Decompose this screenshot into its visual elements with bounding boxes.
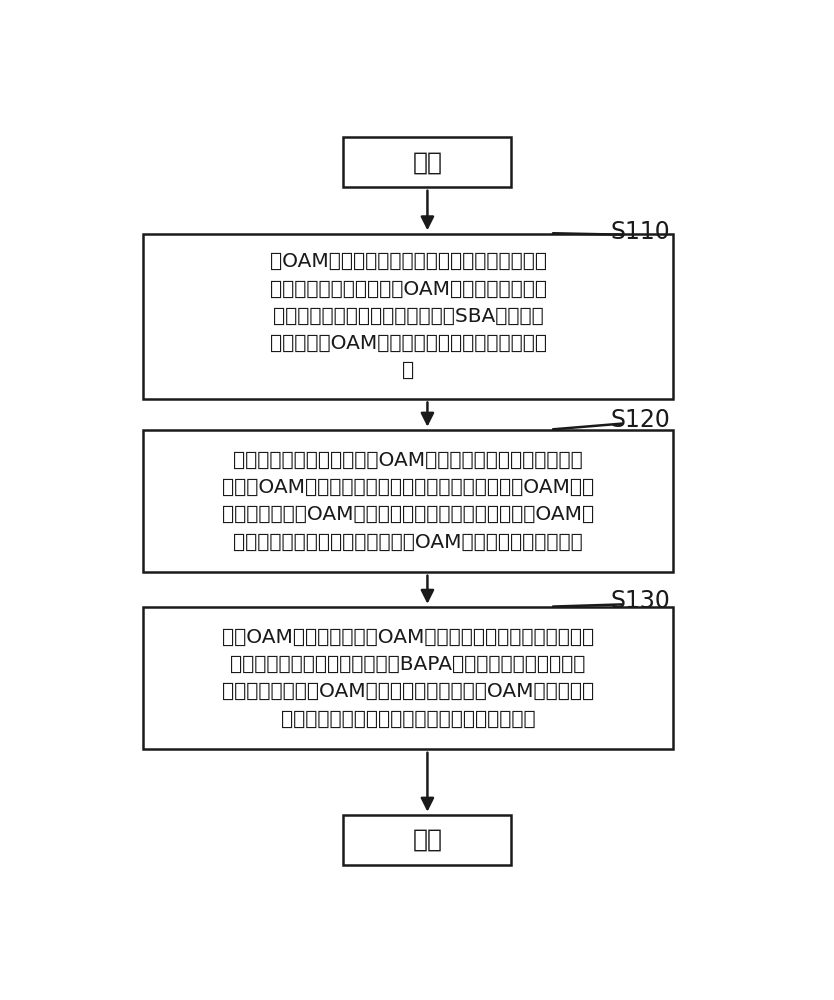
Text: S110: S110 — [610, 220, 671, 244]
Text: S120: S120 — [610, 408, 671, 432]
FancyBboxPatch shape — [143, 607, 673, 749]
Text: S130: S130 — [610, 589, 671, 613]
Text: 令加载第一编码数据的第一OAM信道光束和加载第二编码数据
的第二OAM信道光束在所述高斯型泵浦光束一侧形成OAM复用
光束，所述第一OAM信道光束的拓扑荷数量与: 令加载第一编码数据的第一OAM信道光束和加载第二编码数据 的第二OAM信道光束在… — [222, 451, 594, 552]
FancyBboxPatch shape — [143, 430, 673, 572]
Text: 所述OAM复用光束与所述OAM种子光束共线入射到所述非线性
介质中，与所述相干声子场发生BAPA相互作用，以获得信道转
换和数据交换后的OAM信道光束，其中，所: 所述OAM复用光束与所述OAM种子光束共线入射到所述非线性 介质中，与所述相干声… — [222, 628, 594, 729]
FancyBboxPatch shape — [344, 137, 511, 187]
FancyBboxPatch shape — [344, 815, 511, 865]
Text: 开始: 开始 — [413, 150, 442, 174]
FancyBboxPatch shape — [143, 234, 673, 399]
Text: 结束: 结束 — [413, 828, 442, 852]
Text: 令OAM种子光束和高斯型泵浦光束分别从非线性
介质两侧输入，以使所述OAM种子光束和所述泵
浦光束在非线性介质中发生非共线SBA作用，激
发出与所述OAM种子光: 令OAM种子光束和高斯型泵浦光束分别从非线性 介质两侧输入，以使所述OAM种子光… — [269, 252, 546, 380]
